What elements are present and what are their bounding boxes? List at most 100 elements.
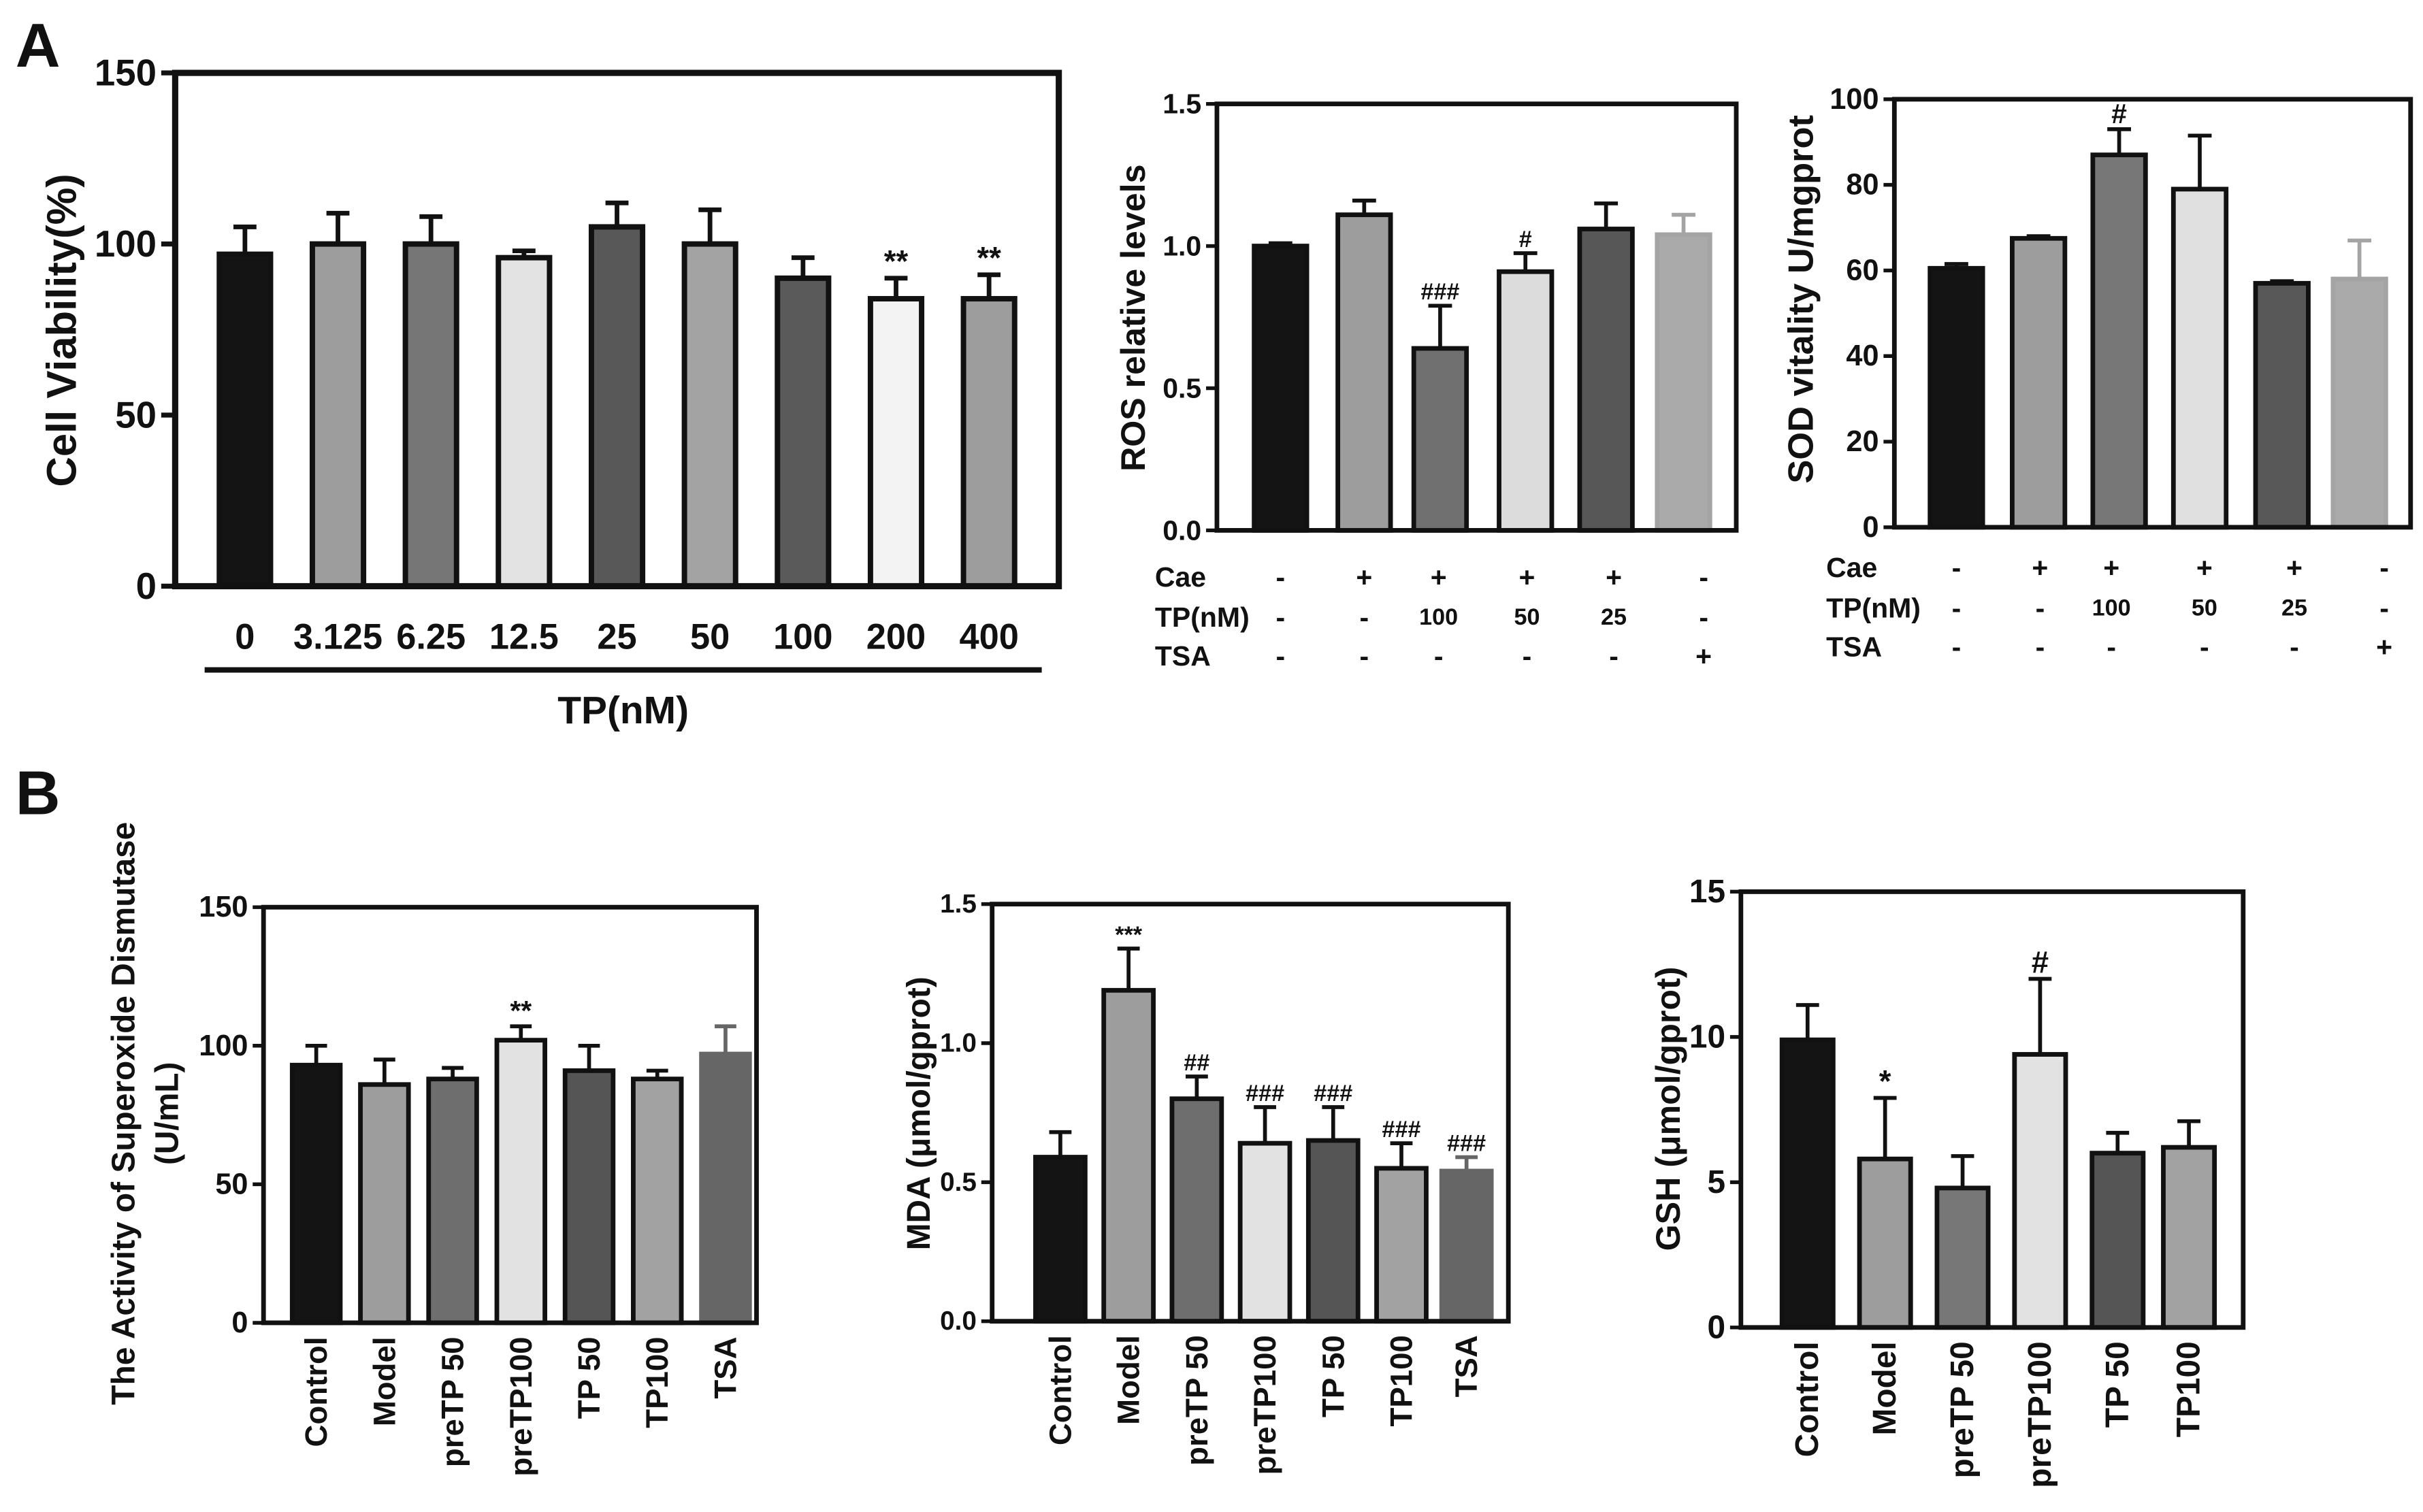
bar-tp-50 bbox=[1305, 1138, 1361, 1324]
x-tick-label: TP100 bbox=[1384, 1335, 1419, 1426]
condition-value: 100 bbox=[1419, 604, 1458, 630]
condition-value: 50 bbox=[2192, 595, 2217, 621]
bar-2 bbox=[1335, 212, 1393, 533]
plot-frame bbox=[172, 69, 1062, 590]
condition-value: - bbox=[2379, 592, 2389, 623]
x-tick-label: 12.5 bbox=[489, 618, 559, 657]
bar-pretp100 bbox=[1237, 1140, 1292, 1324]
bar-5 bbox=[1577, 227, 1635, 533]
condition-label-cae: Cae bbox=[1826, 552, 1877, 583]
x-axis-label: TP(nM) bbox=[557, 689, 689, 732]
x-tick-label: TP 50 bbox=[572, 1336, 606, 1419]
condition-value: - bbox=[2107, 631, 2116, 662]
y-tick-label: 1.0 bbox=[940, 1028, 977, 1057]
condition-value: + bbox=[2196, 552, 2213, 583]
x-tick-label: Model bbox=[367, 1336, 402, 1426]
y-tick-label: 1.5 bbox=[1162, 88, 1201, 120]
bar-pretp-50 bbox=[426, 1077, 479, 1326]
condition-value: - bbox=[1952, 592, 1962, 623]
condition-label-tp-nm: TP(nM) bbox=[1155, 602, 1250, 633]
condition-value: - bbox=[2036, 631, 2045, 662]
significance-marker-200: ** bbox=[884, 244, 909, 279]
plot-frame bbox=[261, 904, 759, 1326]
y-axis-label: Cell Viability(%) bbox=[39, 174, 86, 487]
condition-value: 25 bbox=[2281, 595, 2307, 621]
x-tick-label: Model bbox=[1111, 1335, 1146, 1425]
bar-control bbox=[1033, 1155, 1088, 1324]
x-tick-label: preTP 50 bbox=[1180, 1335, 1214, 1466]
bar-12-5 bbox=[495, 254, 553, 589]
y-tick-label: 1.5 bbox=[940, 889, 977, 919]
condition-value: + bbox=[2032, 552, 2048, 583]
condition-label-tp-nm: TP(nM) bbox=[1826, 592, 1921, 623]
bar-model bbox=[1857, 1156, 1913, 1330]
y-tick-label: 10 bbox=[1689, 1019, 1725, 1055]
y-tick-label: 0.5 bbox=[1162, 372, 1201, 404]
bar-tp-50 bbox=[2089, 1151, 2146, 1330]
y-axis-label: ROS relative levels bbox=[1114, 164, 1152, 471]
y-tick-label: 60 bbox=[1846, 254, 1879, 286]
y-tick-label: 150 bbox=[199, 891, 248, 923]
condition-label-cae: Cae bbox=[1155, 561, 1206, 593]
condition-value: + bbox=[2103, 552, 2119, 583]
condition-value: - bbox=[1952, 631, 1962, 662]
bar-tsa bbox=[699, 1051, 752, 1326]
x-tick-label: TP 50 bbox=[1316, 1335, 1350, 1417]
bar-3 bbox=[1411, 346, 1469, 533]
bar-6 bbox=[2330, 276, 2388, 530]
y-tick-label: 100 bbox=[1830, 83, 1879, 116]
condition-value: + bbox=[1606, 561, 1622, 593]
bar-control bbox=[289, 1062, 343, 1326]
significance-marker-tp100: ### bbox=[1382, 1117, 1421, 1143]
y-tick-label: 0 bbox=[1707, 1309, 1725, 1345]
condition-value: - bbox=[2290, 631, 2299, 662]
bar-1 bbox=[1928, 265, 1985, 530]
significance-marker-3: ### bbox=[1420, 279, 1459, 305]
bar-5 bbox=[2253, 280, 2311, 530]
significance-marker-pretp100: ### bbox=[1246, 1081, 1284, 1106]
condition-value: - bbox=[1276, 640, 1286, 672]
bar-25 bbox=[588, 224, 646, 589]
y-tick-label: 0.5 bbox=[940, 1168, 977, 1197]
condition-value: - bbox=[1523, 640, 1532, 672]
plot-frame bbox=[990, 902, 1511, 1324]
bar-1 bbox=[1252, 244, 1310, 533]
condition-value: + bbox=[1356, 561, 1372, 593]
bar-tp100 bbox=[631, 1077, 684, 1326]
significance-marker-400: ** bbox=[977, 241, 1001, 276]
bar-pretp-50 bbox=[1934, 1185, 1991, 1330]
panel-label-b: B bbox=[16, 759, 61, 827]
significance-marker-4: # bbox=[1519, 227, 1532, 252]
y-axis-label: SOD vitality U/mgprot bbox=[1782, 115, 1821, 484]
significance-marker-pretp-50: ## bbox=[1184, 1050, 1209, 1076]
condition-value: + bbox=[1695, 640, 1712, 672]
condition-value: + bbox=[2286, 552, 2303, 583]
x-tick-label: 6.25 bbox=[396, 618, 466, 657]
y-tick-label: 5 bbox=[1707, 1164, 1725, 1200]
bar-model bbox=[358, 1082, 411, 1326]
condition-value: - bbox=[2200, 631, 2209, 662]
bar-model bbox=[1101, 987, 1156, 1324]
condition-value: - bbox=[1699, 602, 1708, 633]
x-tick-label: 0 bbox=[235, 618, 255, 657]
x-tick-label: 3.125 bbox=[293, 618, 383, 657]
y-tick-label: 20 bbox=[1846, 425, 1879, 458]
bar-tsa bbox=[1439, 1168, 1494, 1324]
x-tick-label: preTP 50 bbox=[1945, 1341, 1981, 1478]
x-tick-label: TSA bbox=[1449, 1335, 1484, 1397]
y-axis-label: (U/mL) bbox=[149, 1062, 185, 1165]
plot-frame bbox=[1891, 97, 2413, 530]
condition-table: Cae - + + + + -TP(nM) - -100 50 25 -TSA - - - - - + bbox=[1155, 561, 1712, 672]
bar-6 bbox=[1655, 232, 1712, 533]
condition-label-tsa: TSA bbox=[1826, 631, 1882, 662]
plot-frame bbox=[1738, 889, 2246, 1330]
condition-value: - bbox=[1360, 602, 1369, 633]
significance-marker-model: *** bbox=[1115, 922, 1143, 948]
y-axis-label: MDA (μmol/gprot) bbox=[901, 976, 937, 1250]
x-tick-label: preTP 50 bbox=[436, 1336, 470, 1467]
bar-pretp100 bbox=[2012, 1052, 2068, 1330]
bar-tp-50 bbox=[562, 1068, 616, 1326]
x-tick-label: TSA bbox=[708, 1336, 743, 1398]
condition-value: 100 bbox=[2092, 595, 2131, 621]
